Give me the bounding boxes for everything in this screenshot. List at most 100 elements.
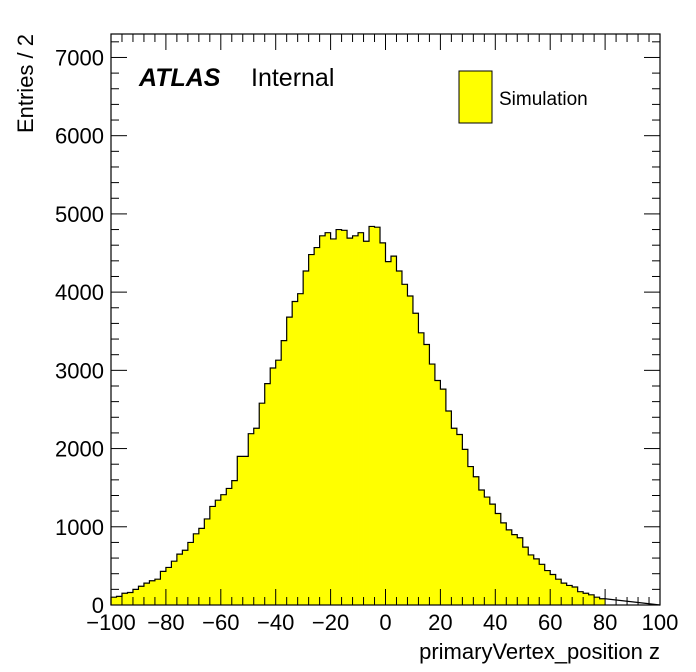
histogram-bin <box>445 411 452 605</box>
histogram-bin <box>572 587 579 605</box>
histogram-bin <box>352 235 359 605</box>
tick-labels: −100 −80 −60 −40 −20 0 20 40 60 80 100010002000300… <box>55 45 678 635</box>
histogram-bin <box>577 591 584 605</box>
histogram-bin <box>407 296 414 605</box>
histogram-bin <box>555 579 562 605</box>
histogram-bin <box>111 597 117 605</box>
y-tick-label: 7000 <box>55 45 104 70</box>
histogram-bin <box>259 403 266 605</box>
histogram-bin <box>138 586 145 605</box>
histogram-bin <box>160 571 167 605</box>
legend-label: Simulation <box>499 89 588 110</box>
histogram-bin <box>121 593 128 605</box>
histogram-bin <box>198 528 205 605</box>
histogram-bars <box>111 226 606 606</box>
histogram-bin <box>528 554 535 605</box>
histogram-bin <box>517 537 524 605</box>
histogram-bin <box>187 542 194 605</box>
histogram-bin <box>561 583 568 605</box>
histogram-bin <box>270 367 277 605</box>
histogram-bin <box>522 547 529 605</box>
atlas-label: ATLAS <box>138 64 221 92</box>
x-tick-label: −20 <box>312 610 349 635</box>
histogram-bin <box>297 293 304 605</box>
histogram-bin <box>369 226 375 605</box>
histogram-bin <box>314 247 321 605</box>
histogram-bin <box>396 271 403 605</box>
histogram-bin <box>451 428 458 605</box>
histogram-bin <box>149 580 156 605</box>
histogram-bin <box>594 597 601 605</box>
histogram-bin <box>176 554 183 605</box>
histogram-bin <box>440 389 447 605</box>
histogram-bin <box>253 428 260 605</box>
histogram-bin <box>478 490 485 605</box>
histogram-bin <box>132 589 139 605</box>
histogram-bin <box>544 570 551 605</box>
x-tick-label: −60 <box>202 610 239 635</box>
histogram-bin <box>423 344 430 605</box>
histogram-bin <box>533 558 540 605</box>
x-tick-label: −40 <box>257 610 294 635</box>
histogram-bin <box>204 518 211 605</box>
y-tick-label: 4000 <box>55 280 104 305</box>
histogram-bin <box>292 301 299 605</box>
histogram-bin <box>599 598 606 605</box>
histogram-bin <box>325 232 331 606</box>
histogram-bin <box>336 229 342 605</box>
x-tick-label: −100 <box>86 610 136 635</box>
histogram-bin <box>330 238 337 605</box>
histogram-outline <box>110 225 661 606</box>
histogram-bin <box>226 488 233 605</box>
atlas-internal-label: Internal <box>251 64 334 92</box>
histogram-bin <box>303 271 310 605</box>
histogram-bin <box>165 567 172 605</box>
histogram-bin <box>264 383 271 605</box>
histogram-bin <box>489 504 496 605</box>
histogram-bin <box>182 550 189 605</box>
y-tick-label: 1000 <box>55 515 104 540</box>
x-tick-label: 60 <box>538 610 562 635</box>
histogram-bin <box>539 564 546 605</box>
histogram-bin <box>511 534 518 605</box>
histogram-bin <box>193 533 200 605</box>
histogram-bin <box>220 494 227 605</box>
histogram-bin <box>380 242 386 605</box>
x-tick-label: 80 <box>593 610 617 635</box>
histogram-bin <box>116 596 123 605</box>
histogram-bin <box>566 585 573 605</box>
histogram-bin <box>484 497 491 605</box>
histogram-bin <box>374 227 381 606</box>
histogram-bin <box>286 317 293 605</box>
histogram-bin <box>319 235 326 605</box>
histogram-bin <box>363 241 370 605</box>
histogram-bin <box>385 261 392 605</box>
histogram-bin <box>462 449 469 605</box>
y-tick-label: 5000 <box>55 202 104 227</box>
histogram-bin <box>390 256 397 605</box>
histogram-bin <box>215 500 222 605</box>
x-axis-title: primaryVertex_position z <box>419 639 660 664</box>
histogram-bin <box>456 434 463 605</box>
histogram-bin <box>550 574 557 605</box>
x-tick-label: 20 <box>428 610 452 635</box>
histogram-bin <box>281 340 288 605</box>
histogram-bin <box>358 232 364 606</box>
histogram-bin <box>231 480 238 605</box>
x-tick-label: 100 <box>642 610 679 635</box>
histogram-bin <box>583 593 590 605</box>
histogram-bin <box>237 456 244 605</box>
histogram-bin <box>588 594 595 605</box>
histogram-bin <box>341 230 348 605</box>
x-tick-label: 40 <box>483 610 507 635</box>
histogram-bin <box>347 238 353 606</box>
histogram-bin <box>242 456 249 605</box>
histogram-bin <box>248 433 255 605</box>
x-tick-label: 0 <box>379 610 391 635</box>
histogram-bin <box>143 583 150 605</box>
legend-swatch <box>458 70 493 124</box>
histogram-bin <box>429 364 436 605</box>
y-tick-label: 0 <box>92 593 104 618</box>
y-tick-label: 2000 <box>55 437 104 462</box>
